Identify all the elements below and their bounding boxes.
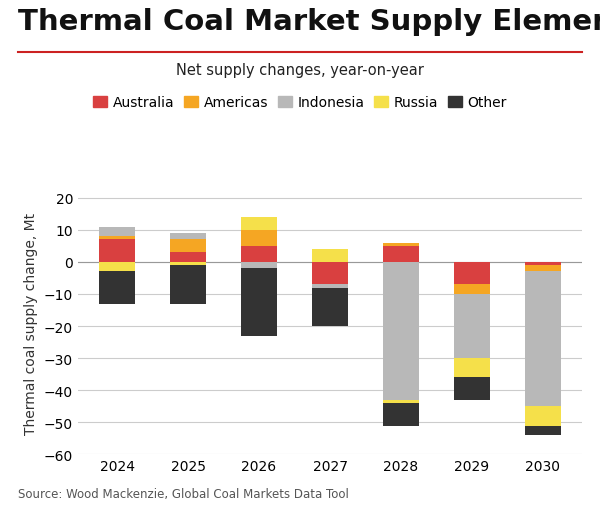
Bar xyxy=(383,400,419,403)
Bar xyxy=(311,288,349,326)
Bar xyxy=(98,263,136,272)
Bar xyxy=(524,263,562,266)
Bar xyxy=(170,266,206,304)
Bar xyxy=(524,272,562,407)
Bar xyxy=(241,269,277,336)
Bar xyxy=(241,263,277,269)
Bar xyxy=(454,294,490,359)
Bar xyxy=(170,252,206,263)
Bar xyxy=(524,407,562,426)
Y-axis label: Thermal coal supply change, Mt: Thermal coal supply change, Mt xyxy=(25,213,38,434)
Bar xyxy=(241,218,277,230)
Bar xyxy=(524,266,562,272)
Bar xyxy=(454,285,490,294)
Bar xyxy=(170,240,206,252)
Bar xyxy=(311,285,349,288)
Bar xyxy=(98,272,136,304)
Bar xyxy=(241,246,277,263)
Text: Net supply changes, year-on-year: Net supply changes, year-on-year xyxy=(176,63,424,78)
Bar xyxy=(311,249,349,263)
Bar xyxy=(454,263,490,285)
Text: Thermal Coal Market Supply Elements: Thermal Coal Market Supply Elements xyxy=(18,8,600,35)
Bar xyxy=(170,233,206,240)
Bar xyxy=(170,263,206,266)
Bar xyxy=(454,378,490,400)
Bar xyxy=(241,230,277,246)
Text: Source: Wood Mackenzie, Global Coal Markets Data Tool: Source: Wood Mackenzie, Global Coal Mark… xyxy=(18,487,349,500)
Bar xyxy=(524,426,562,435)
Legend: Australia, Americas, Indonesia, Russia, Other: Australia, Americas, Indonesia, Russia, … xyxy=(88,90,512,115)
Bar xyxy=(98,240,136,263)
Bar xyxy=(454,359,490,378)
Bar xyxy=(383,243,419,246)
Bar xyxy=(383,403,419,426)
Bar xyxy=(383,263,419,400)
Bar xyxy=(383,246,419,263)
Bar xyxy=(98,227,136,237)
Bar xyxy=(311,263,349,285)
Bar xyxy=(98,237,136,240)
